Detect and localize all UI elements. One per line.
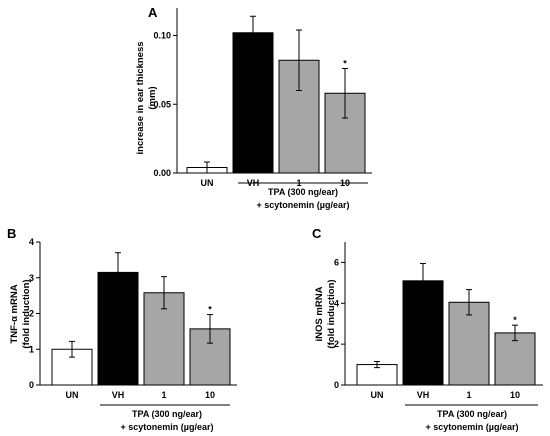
panel-b-category-label: 1	[161, 390, 166, 400]
panel-a-ylabel-line2: (mm)	[147, 86, 158, 109]
panel-a-ylabel-line1: increase in ear thickness	[135, 41, 146, 154]
panel-b: B TNF-α mRNA (fold induction) 0 1 2 3 4 UN VH 1…	[7, 226, 237, 432]
panel-c-group-label-line1: TPA (300 ng/ear)	[437, 409, 507, 419]
panel-c-ylabel-line1: iNOS mRNA	[314, 286, 325, 341]
panel-b-y-tick-label: 2	[29, 309, 34, 319]
panel-b-bar-un	[51, 348, 93, 386]
panel-c-plot: 0 2 4 6 UN VH 1 * 10	[334, 242, 543, 400]
panel-c-category-label: 1	[466, 390, 471, 400]
panel-a-significance-marker: *	[343, 59, 347, 69]
panel-b-y-tick-label: 0	[29, 380, 34, 390]
panel-c-ylabel: iNOS mRNA (fold induction)	[314, 279, 337, 348]
panel-b-ylabel-line1: TNF-α mRNA	[9, 284, 20, 343]
panel-b-y-tick-label: 3	[29, 273, 34, 283]
panel-c-y-tick-label: 4	[334, 298, 339, 308]
panel-b-group-label-line2: + scytonemin (µg/ear)	[121, 422, 214, 432]
panel-b-category-label: 10	[205, 390, 215, 400]
panel-b-y-tick-label: 4	[29, 237, 34, 247]
panel-b-category-label: UN	[66, 390, 79, 400]
panel-c-group-label-line2: + scytonemin (µg/ear)	[426, 422, 519, 432]
panel-a-bar-vh	[232, 32, 274, 174]
panel-c-y-tick-label: 2	[334, 339, 339, 349]
panel-b-ylabel: TNF-α mRNA (fold induction)	[9, 279, 32, 348]
panel-b-ylabel-line2: (fold induction)	[21, 279, 32, 348]
panel-a-y-tick-label: 0.05	[153, 99, 171, 109]
panel-c-category-label: UN	[371, 390, 384, 400]
panel-b-bar-1	[143, 292, 185, 386]
panel-a-group-label-line2: + scytonemin (µg/ear)	[257, 200, 350, 210]
panel-b-category-label: VH	[112, 390, 125, 400]
panel-c-bar-10	[494, 332, 536, 386]
panel-b-group-label-line1: TPA (300 ng/ear)	[132, 409, 202, 419]
panel-a: A increase in ear thickness (mm) 0.00 0.0…	[135, 5, 372, 210]
panel-a-label: A	[148, 5, 158, 20]
panel-c-significance-marker: *	[513, 315, 517, 325]
panel-b-y-tick-label: 1	[29, 344, 34, 354]
panel-a-ylabel: increase in ear thickness (mm)	[135, 41, 158, 154]
panel-a-y-tick-label: 0.10	[153, 31, 171, 41]
panel-c-y-tick-label: 6	[334, 257, 339, 267]
panel-a-group-label-line1: TPA (300 ng/ear)	[268, 187, 338, 197]
panel-b-significance-marker: *	[208, 305, 212, 315]
panel-c-category-label: 10	[510, 390, 520, 400]
panel-a-bar-10	[324, 92, 366, 174]
panel-c-y-tick-label: 0	[334, 380, 339, 390]
panel-c: C iNOS mRNA (fold induction) 0 2 4 6 UN VH 1 * 1…	[312, 226, 543, 432]
panel-b-label: B	[7, 226, 16, 241]
panel-c-category-label: VH	[417, 390, 430, 400]
panel-a-y-tick-label: 0.00	[153, 168, 171, 178]
panel-b-plot: 0 1 2 3 4 UN VH 1 * 10	[29, 237, 237, 400]
panel-a-category-label: UN	[201, 178, 214, 188]
panel-c-label: C	[312, 226, 322, 241]
panel-c-ylabel-line2: (fold induction)	[326, 279, 337, 348]
panel-c-bar-1	[448, 301, 490, 386]
